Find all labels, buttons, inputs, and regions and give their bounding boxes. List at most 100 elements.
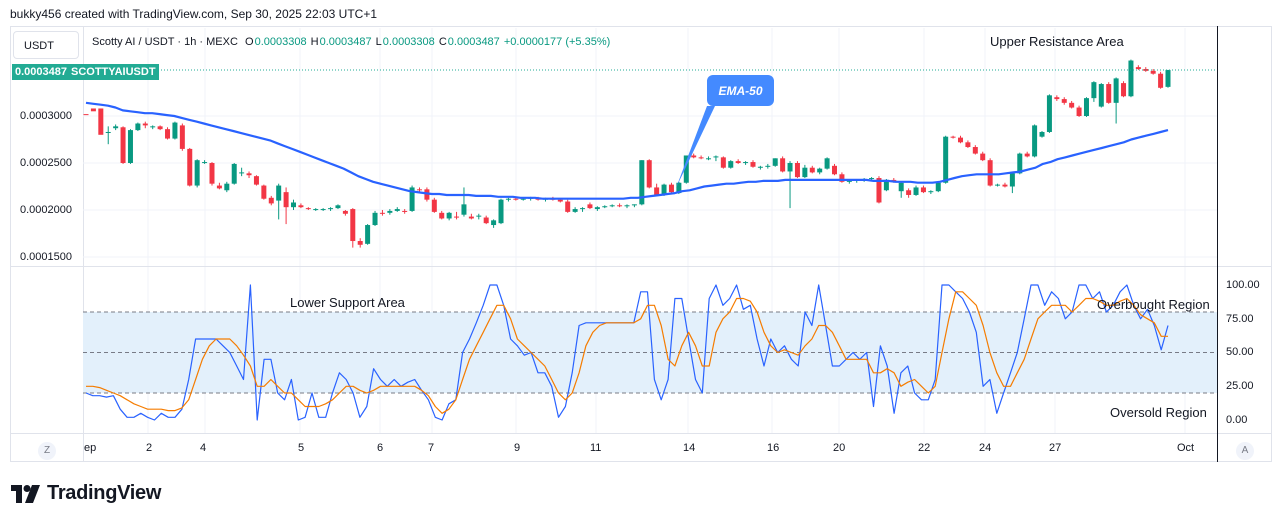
- time-axis-label: 4: [200, 442, 207, 454]
- candle-down: [750, 162, 756, 167]
- candle-down: [1150, 70, 1156, 74]
- candle-up: [461, 204, 467, 215]
- candle-up: [883, 179, 889, 191]
- candle-down: [809, 167, 815, 173]
- candle-up: [757, 166, 763, 168]
- last-price: 0.0003487: [15, 66, 67, 78]
- open-value: 0.0003308: [254, 36, 307, 48]
- candle-up: [676, 182, 682, 194]
- candle-up: [409, 187, 415, 211]
- candle-down: [906, 190, 912, 195]
- currency-selector[interactable]: USDT: [13, 31, 79, 59]
- candle-down: [654, 187, 660, 195]
- candle-down: [920, 187, 926, 193]
- close-value: 0.0003487: [447, 36, 500, 48]
- high-label: H: [310, 36, 319, 48]
- candle-down: [617, 205, 623, 207]
- candle-up: [313, 209, 319, 211]
- candle-down: [839, 174, 845, 182]
- candle-up: [572, 209, 578, 212]
- candle-up: [1091, 82, 1097, 99]
- oscillator-axis-label: 0.00: [1226, 414, 1248, 426]
- candle-down: [668, 184, 674, 193]
- candle-down: [557, 199, 563, 202]
- candle-up: [1113, 78, 1119, 103]
- candle-down: [957, 137, 963, 143]
- candle-down: [646, 160, 652, 188]
- candle-up: [602, 206, 608, 208]
- candle-up: [372, 212, 378, 226]
- candle-up: [224, 183, 230, 191]
- candle-up: [728, 161, 734, 168]
- time-axis-label: 7: [428, 442, 435, 454]
- candle-down: [98, 108, 104, 135]
- change-value: +0.0000177 (+5.35%): [503, 36, 611, 48]
- candle-up: [824, 158, 830, 169]
- candle-up: [1083, 98, 1089, 116]
- last-price-tag: 0.0003487 SCOTTYAIUSDT: [12, 64, 159, 80]
- ema-callout-pointer: [676, 106, 715, 188]
- candle-up: [1165, 69, 1171, 87]
- candle-up: [765, 165, 771, 167]
- candle-down: [1135, 67, 1141, 69]
- candle-down: [965, 142, 971, 148]
- candle-down: [90, 108, 96, 112]
- candle-down: [720, 157, 726, 168]
- candle-down: [216, 185, 222, 189]
- candle-up: [594, 207, 600, 210]
- candle-up: [743, 162, 749, 164]
- oscillator-axis-label: 25.00: [1226, 380, 1254, 392]
- ticker-symbol: SCOTTYAIUSDT: [71, 66, 156, 78]
- candle-up: [1017, 153, 1023, 174]
- candle-up: [661, 184, 667, 195]
- candle-up: [802, 167, 808, 178]
- candle-up: [787, 163, 793, 172]
- candle-up: [365, 225, 371, 244]
- candle-down: [1158, 73, 1164, 88]
- candle-down: [261, 185, 267, 199]
- oscillator-d-line: [86, 291, 1168, 414]
- candle-up: [276, 185, 282, 201]
- candle-up: [172, 122, 178, 139]
- auto-scale-toggle[interactable]: A: [1236, 442, 1254, 460]
- candle-down: [891, 179, 897, 181]
- candle-down: [468, 216, 474, 219]
- timezone-toggle[interactable]: Z: [38, 442, 56, 460]
- candle-down: [987, 160, 993, 186]
- low-value: 0.0003308: [382, 36, 435, 48]
- candle-down: [980, 153, 986, 161]
- candle-up: [580, 208, 586, 210]
- candle-down: [431, 199, 437, 212]
- candle-up: [683, 155, 689, 183]
- time-axis-label: 9: [514, 442, 521, 454]
- candle-down: [587, 204, 593, 209]
- overbought-annotation: Overbought Region: [1097, 297, 1210, 312]
- candle-up: [335, 205, 341, 209]
- candle-up: [150, 126, 156, 128]
- candle-down: [735, 161, 741, 163]
- candle-down: [179, 125, 185, 149]
- tradingview-logo: TradingView: [11, 482, 161, 505]
- oversold-annotation: Oversold Region: [1110, 405, 1207, 420]
- candle-up: [913, 187, 919, 195]
- candle-down: [246, 173, 252, 176]
- lower-support-annotation: Lower Support Area: [290, 295, 405, 310]
- candle-up: [387, 210, 393, 213]
- candle-up: [609, 205, 615, 207]
- time-axis-label: 5: [298, 442, 305, 454]
- candle-down: [379, 212, 385, 214]
- candle-down: [483, 217, 489, 224]
- open-label: O: [245, 36, 254, 48]
- candle-down: [416, 189, 422, 191]
- time-axis-label: 11: [590, 442, 602, 454]
- symbol-line[interactable]: Scotty AI / USDT · 1h · MEXC: [92, 36, 238, 48]
- candle-up: [869, 178, 875, 180]
- candle-up: [135, 123, 141, 131]
- candle-down: [157, 126, 163, 130]
- candle-up: [520, 198, 526, 200]
- candle-up: [202, 162, 208, 164]
- time-axis-label: 24: [979, 442, 992, 454]
- candle-up: [898, 182, 904, 192]
- candle-up: [935, 182, 941, 192]
